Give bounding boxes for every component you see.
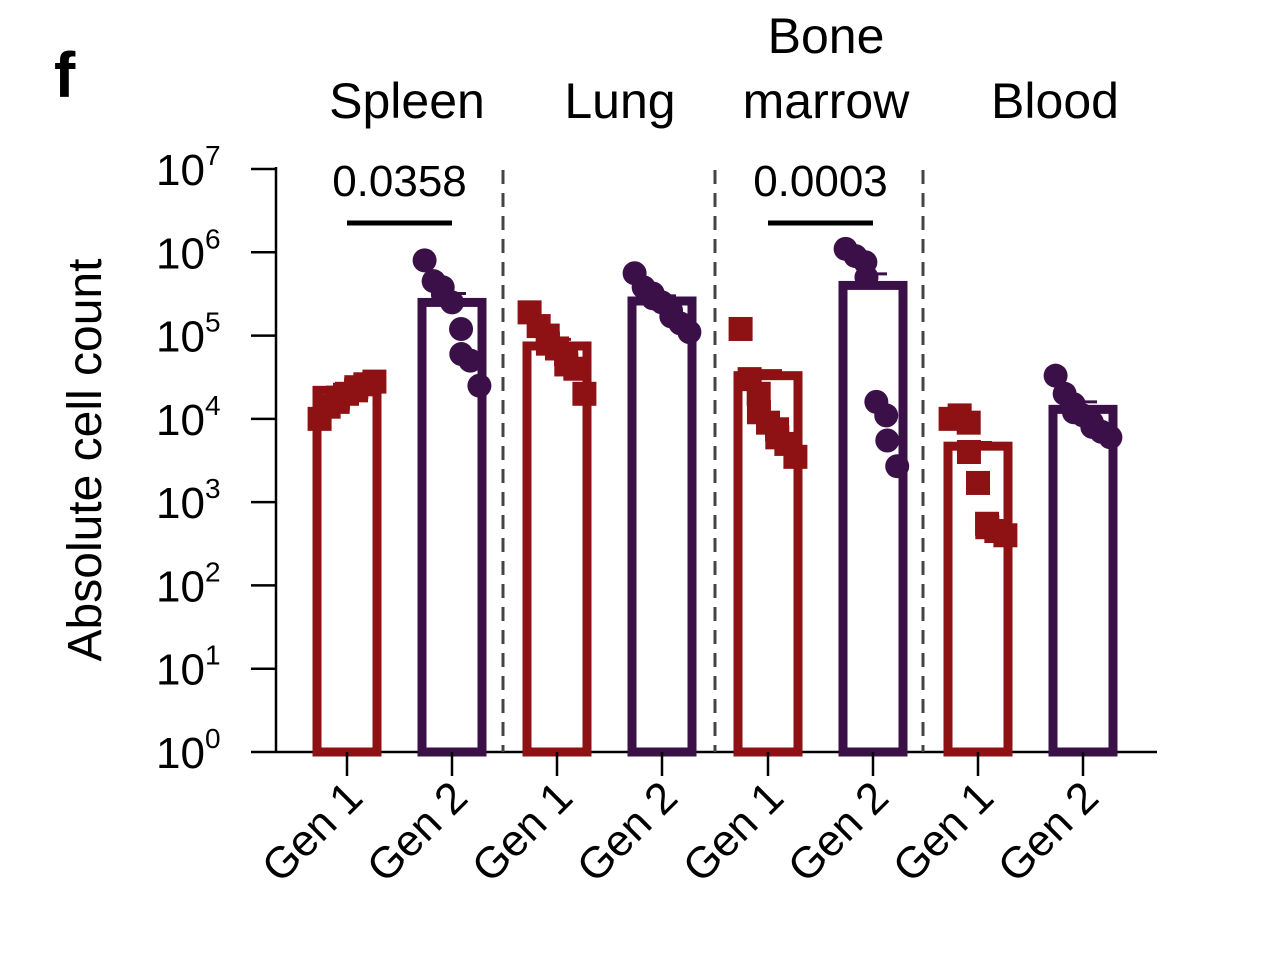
panel-label: f — [54, 39, 76, 111]
bar — [838, 280, 908, 757]
data-points — [307, 236, 1123, 548]
data-point — [458, 348, 483, 373]
y-tick-label: 100 — [156, 723, 221, 778]
x-tick-label: Gen 2 — [779, 772, 898, 891]
data-point — [966, 470, 990, 495]
bar — [312, 385, 382, 757]
p-value-label: 0.0358 — [332, 157, 467, 206]
data-point — [449, 316, 474, 341]
group-label: marrow — [743, 73, 911, 129]
p-value-label: 0.0003 — [753, 157, 888, 206]
group-dividers — [501, 170, 925, 752]
group-label: Spleen — [329, 73, 485, 129]
data-point — [572, 381, 597, 406]
data-point — [854, 265, 879, 290]
x-tick-label: Gen 2 — [989, 772, 1108, 891]
group-labels: Spleen Lung Bone marrow Blood — [329, 8, 1119, 129]
y-tick-label: 107 — [156, 140, 221, 195]
data-point — [956, 410, 981, 435]
data-point — [467, 373, 492, 398]
group-label: Blood — [991, 73, 1119, 129]
y-tick-label: 102 — [156, 556, 221, 611]
data-point — [875, 428, 900, 453]
data-point — [993, 523, 1018, 548]
group-label: Bone — [768, 8, 885, 64]
comparisons: 0.0358 0.0003 — [332, 157, 888, 226]
y-tick-label: 105 — [156, 307, 221, 362]
bar — [943, 441, 1013, 757]
y-tick-label: 101 — [156, 640, 221, 695]
data-point — [677, 320, 702, 345]
bar — [522, 341, 592, 757]
x-tick-label: Gen 2 — [568, 772, 687, 891]
y-axis-label: Absolute cell count — [59, 259, 112, 662]
data-point — [412, 248, 437, 273]
data-point — [956, 439, 981, 464]
data-point — [728, 316, 753, 341]
x-tick-label: Gen 1 — [674, 772, 793, 891]
data-point — [783, 444, 808, 469]
x-tick-label: Gen 1 — [884, 772, 1003, 891]
data-point — [1043, 363, 1068, 388]
y-tick-label: 106 — [156, 223, 221, 278]
data-point — [885, 454, 910, 479]
data-point — [362, 369, 387, 394]
x-tick-label: Gen 2 — [358, 772, 477, 891]
data-point — [1098, 425, 1123, 450]
y-tick-label: 103 — [156, 473, 221, 528]
bar — [1048, 404, 1118, 757]
data-point — [440, 290, 464, 315]
data-point — [874, 403, 899, 428]
y-ticks: 100 101 102 103 104 105 106 107 — [156, 140, 276, 778]
group-label: Lung — [564, 73, 675, 129]
x-tick-label: Gen 1 — [463, 772, 582, 891]
bar — [627, 296, 697, 757]
x-tick-label: Gen 1 — [253, 772, 372, 891]
y-tick-label: 104 — [156, 390, 221, 445]
data-point — [563, 356, 588, 381]
